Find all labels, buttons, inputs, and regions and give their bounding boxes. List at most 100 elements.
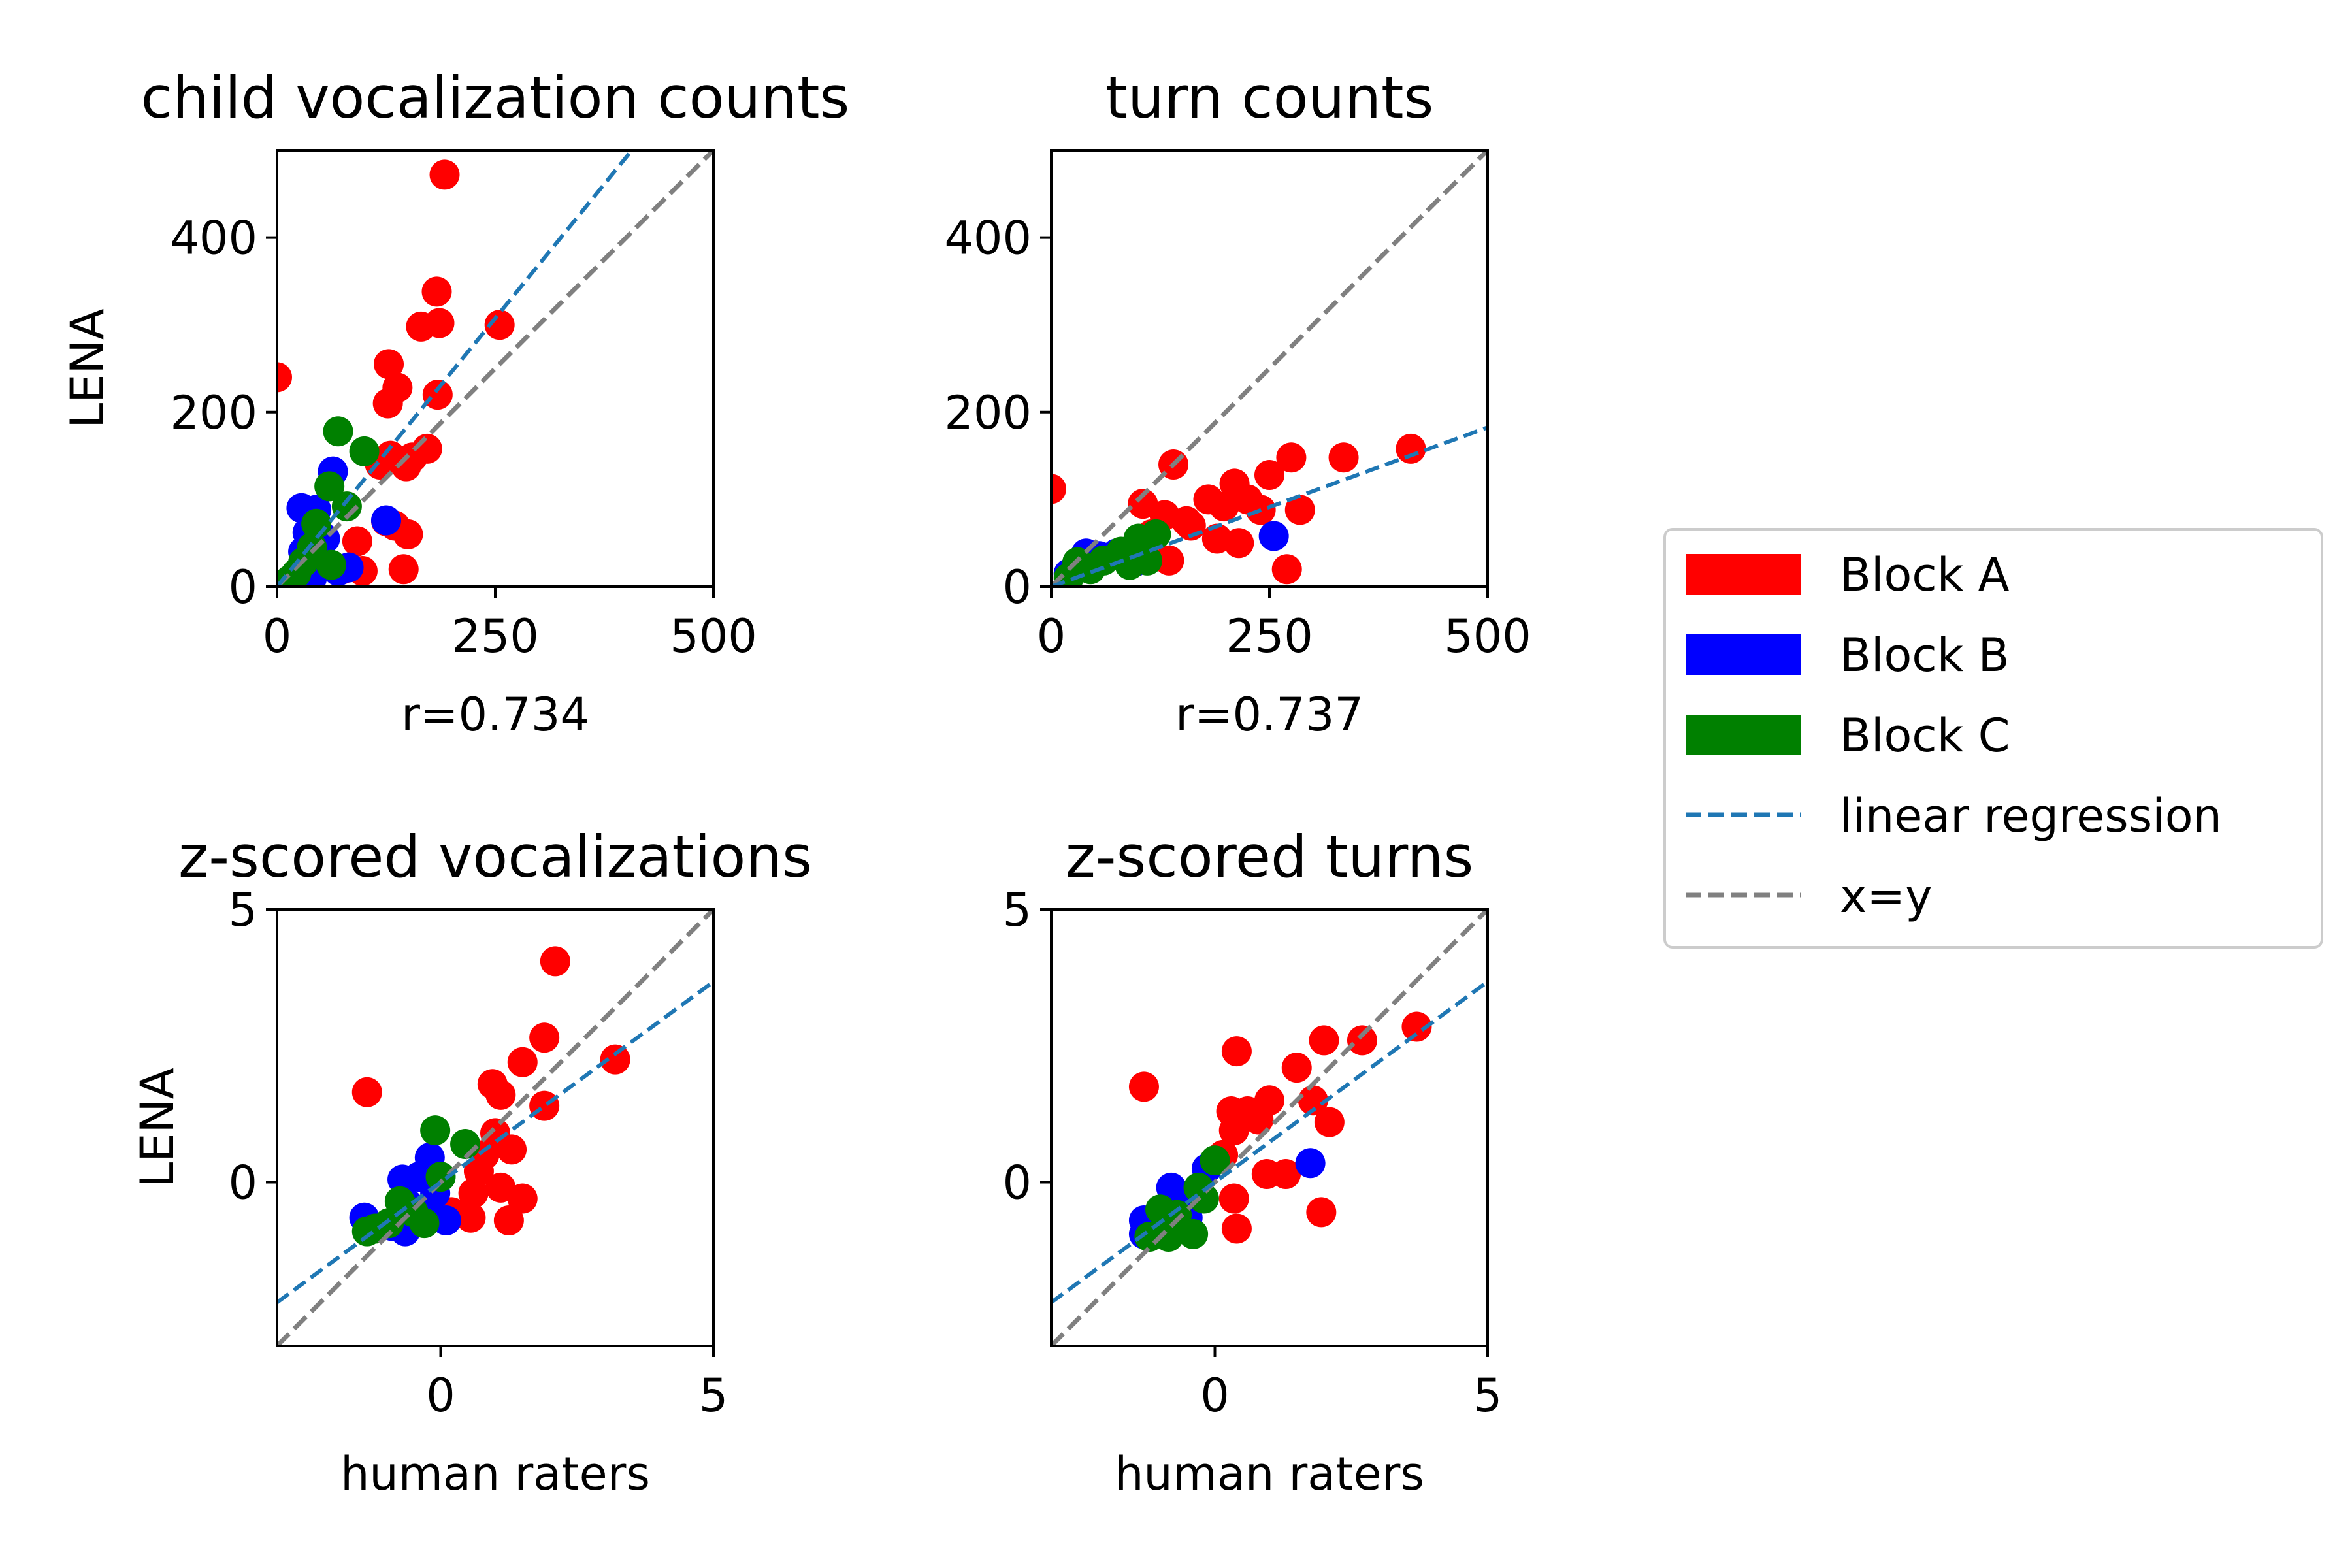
data-point (529, 1090, 560, 1121)
data-point (1153, 1222, 1184, 1252)
x-tick-label: 0 (1200, 1369, 1230, 1422)
legend-label: Block A (1840, 548, 2010, 602)
y-tick-label: 0 (228, 1156, 257, 1210)
data-point (277, 362, 292, 393)
subplot-title: turn counts (1105, 64, 1434, 131)
legend-item-x-y: x=y (1686, 870, 1933, 923)
data-point (1188, 1183, 1219, 1214)
x-tick-label: 5 (699, 1369, 728, 1422)
legend-item-block-a: Block A (1686, 548, 2010, 602)
data-point (1154, 545, 1184, 576)
data-point (371, 505, 401, 536)
x-tick-label: 5 (1473, 1369, 1503, 1422)
y-axis-label: LENA (131, 1068, 184, 1188)
data-point (484, 310, 515, 340)
data-point (1396, 433, 1426, 464)
data-point (529, 1022, 560, 1053)
data-point (1178, 1218, 1209, 1249)
x-axis-label: r=0.734 (401, 688, 589, 742)
x-axis-label: human raters (1115, 1447, 1424, 1501)
y-tick-label: 400 (944, 212, 1032, 265)
subplot-4: 0 5 0 5 z-scored turns human raters (1002, 823, 1502, 1501)
data-point (1298, 1085, 1328, 1116)
y-tick-label: 200 (944, 386, 1032, 440)
data-point (485, 1079, 516, 1110)
data-point (374, 349, 404, 380)
plot-area (1051, 150, 1488, 587)
legend-item-block-b: Block B (1686, 629, 2010, 682)
y-tick-label: 0 (228, 561, 257, 614)
data-point (316, 549, 346, 580)
data-point (1221, 1036, 1252, 1067)
legend-label: Block B (1840, 629, 2010, 682)
regression-line (1051, 980, 1488, 1305)
data-point (406, 311, 436, 342)
x-tick-label: 0 (426, 1369, 455, 1422)
data-point (323, 416, 353, 447)
data-point (1254, 459, 1284, 490)
data-point (458, 1178, 489, 1209)
subplot-1: 0 250 500 0 200 400 child vocalization counts r… (61, 64, 850, 742)
y-tick-label: 5 (228, 883, 257, 937)
axes-frame (276, 908, 715, 1347)
plot-area (1051, 909, 1488, 1346)
data-point (391, 451, 421, 482)
legend-label: x=y (1840, 870, 1933, 923)
x-tick-label: 0 (1037, 610, 1066, 663)
data-point (507, 1047, 538, 1077)
data-point (600, 1044, 630, 1075)
data-point (1209, 491, 1239, 522)
legend-swatch (1686, 554, 1801, 595)
x-tick-label: 500 (1444, 610, 1531, 663)
data-point (493, 1205, 524, 1235)
data-point (422, 380, 453, 410)
data-point (1051, 474, 1066, 504)
data-point (1281, 1053, 1312, 1083)
data-point (1309, 1025, 1339, 1056)
regression-line (277, 980, 713, 1305)
x-axis-label: human raters (340, 1447, 650, 1501)
data-point (425, 1162, 456, 1192)
data-point (1328, 442, 1359, 473)
data-point (420, 1115, 451, 1146)
data-point (351, 1077, 382, 1107)
subplot-2: 0 250 500 0 200 400 turn counts r=0.737 (944, 64, 1531, 742)
data-point (1271, 1158, 1301, 1189)
data-point (372, 388, 403, 419)
y-axis-label: LENA (61, 308, 114, 429)
legend-swatch (1686, 715, 1801, 755)
subplot-title: child vocalization counts (141, 64, 850, 131)
data-point (1053, 563, 1084, 587)
y-tick-label: 0 (1002, 561, 1032, 614)
data-point (393, 519, 423, 549)
x-tick-label: 250 (1226, 610, 1313, 663)
plot-area (277, 909, 713, 1346)
data-point (421, 276, 452, 307)
legend-swatch (1686, 634, 1801, 675)
data-point (540, 946, 570, 977)
identity-line (1051, 150, 1488, 587)
y-tick-label: 200 (170, 386, 257, 440)
subplot-title: z-scored turns (1066, 823, 1474, 890)
data-point (1258, 521, 1289, 551)
data-point (507, 1183, 538, 1214)
data-point (1271, 554, 1302, 585)
legend-box (1663, 528, 2323, 949)
data-point (1314, 1107, 1345, 1137)
series-block-c (1053, 519, 1171, 587)
data-point (342, 526, 372, 557)
data-point (1221, 1213, 1252, 1244)
data-point (1218, 1115, 1249, 1146)
x-axis-label: r=0.737 (1175, 688, 1364, 742)
data-point (1200, 1145, 1230, 1176)
data-point (1141, 519, 1171, 549)
data-point (388, 554, 419, 585)
data-point (1276, 442, 1307, 473)
data-point (1295, 1148, 1326, 1179)
data-point (314, 471, 345, 502)
identity-line (277, 150, 713, 587)
series-block-c (277, 416, 380, 587)
data-point (1401, 1011, 1432, 1042)
